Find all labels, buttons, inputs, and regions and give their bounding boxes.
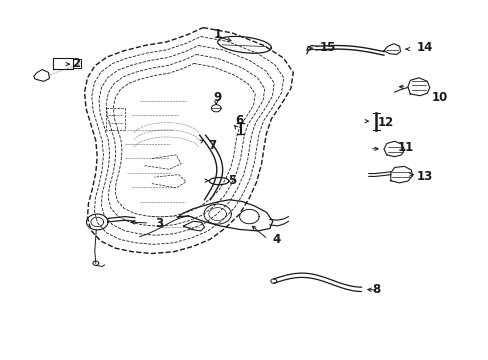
Text: 7: 7 bbox=[208, 139, 216, 152]
Text: 4: 4 bbox=[271, 233, 280, 246]
Text: 9: 9 bbox=[213, 91, 222, 104]
Text: 3: 3 bbox=[155, 216, 163, 230]
Text: 8: 8 bbox=[371, 283, 380, 296]
Text: 13: 13 bbox=[416, 170, 432, 183]
Text: 12: 12 bbox=[377, 116, 393, 129]
Text: 15: 15 bbox=[319, 41, 335, 54]
Text: 11: 11 bbox=[396, 141, 413, 154]
Text: 14: 14 bbox=[416, 41, 432, 54]
Text: 2: 2 bbox=[72, 57, 80, 70]
Text: 5: 5 bbox=[228, 174, 236, 186]
Text: 1: 1 bbox=[213, 28, 221, 41]
Text: 10: 10 bbox=[430, 91, 447, 104]
Text: 6: 6 bbox=[235, 114, 243, 127]
